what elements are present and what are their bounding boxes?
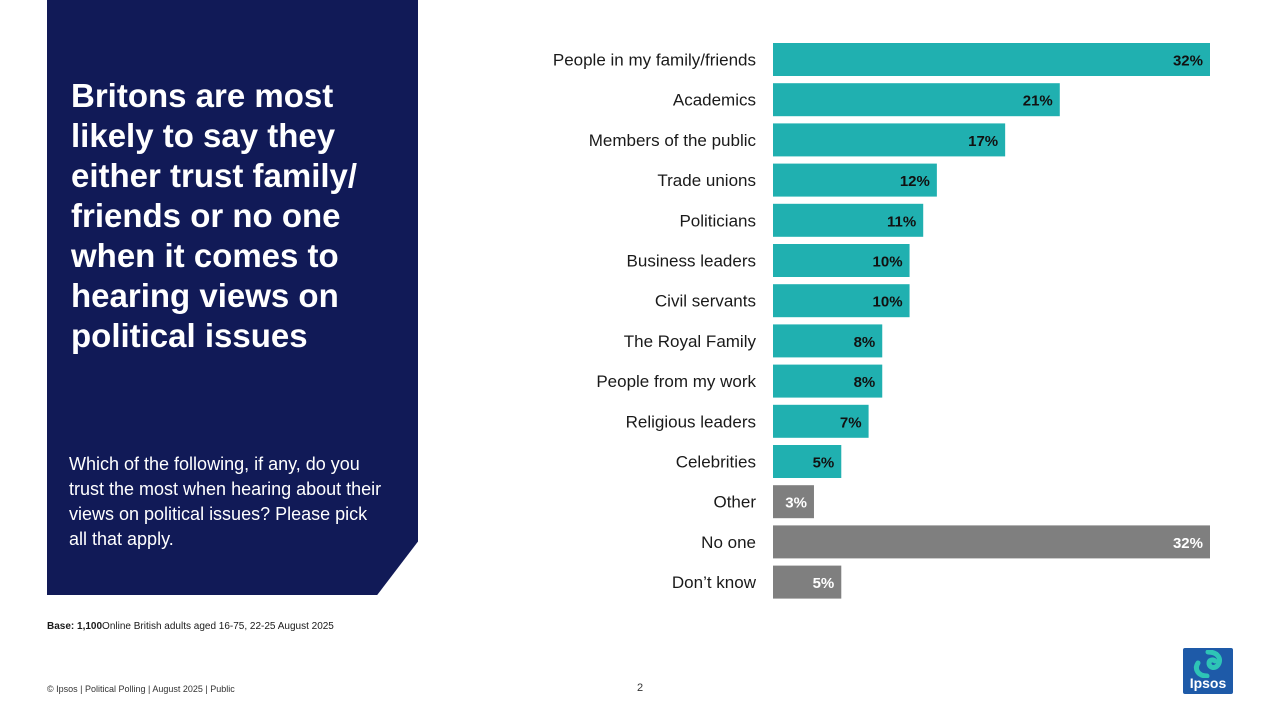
value-label: 17% [968, 133, 998, 150]
bar [773, 525, 1210, 559]
value-label: 7% [840, 414, 862, 431]
category-label: Business leaders [627, 252, 756, 271]
value-label: 5% [813, 575, 835, 592]
value-label: 21% [1023, 93, 1053, 110]
bar [773, 565, 842, 599]
value-label: 12% [900, 173, 930, 190]
bar [773, 203, 924, 237]
value-label: 11% [887, 213, 916, 230]
bar [773, 123, 1006, 157]
value-label: 32% [1173, 53, 1203, 70]
base-text: Online British adults aged 16-75, 22-25 … [102, 621, 334, 632]
footer-text: © Ipsos | Political Polling | August 202… [47, 684, 235, 694]
value-label: 3% [785, 495, 807, 512]
value-label: 5% [813, 455, 835, 472]
category-label: Religious leaders [626, 412, 756, 431]
bar [773, 404, 869, 438]
category-label: Celebrities [676, 453, 756, 472]
category-label: Members of the public [589, 131, 757, 150]
page-number: 2 [637, 682, 644, 694]
bar [773, 284, 910, 318]
value-label: 8% [854, 334, 876, 351]
category-label: No one [701, 533, 756, 552]
slide-title: Britons are most likely to say they eith… [71, 77, 358, 354]
ipsos-logo: Ipsos [1183, 648, 1233, 694]
bar-chart: People in my family/friends 32% Academics 2… [553, 43, 1210, 599]
category-label: People in my family/friends [553, 51, 756, 70]
bar [773, 445, 842, 478]
category-label: Academics [673, 91, 756, 110]
bar [773, 163, 937, 197]
category-label: Other [713, 493, 756, 512]
value-label: 32% [1173, 535, 1203, 552]
survey-question: Which of the following, if any, do you t… [69, 454, 382, 549]
base-note: Base: 1,100Online British adults aged 16… [47, 621, 334, 632]
bar [773, 324, 883, 358]
base-label: Base: 1,100 [47, 621, 103, 632]
category-label: People from my work [596, 372, 756, 391]
category-label: Civil servants [655, 292, 756, 311]
value-label: 10% [873, 254, 903, 271]
value-label: 10% [873, 294, 903, 311]
bar [773, 364, 883, 398]
title-panel: Britons are most likely to say they eith… [47, 0, 418, 595]
category-label: Politicians [679, 211, 756, 230]
logo-swirl-icon [1193, 650, 1223, 678]
bar [773, 244, 910, 277]
value-label: 8% [854, 374, 876, 391]
logo-text: Ipsos [1189, 675, 1227, 691]
category-label: Don’t know [672, 573, 757, 592]
category-label: Trade unions [657, 171, 756, 190]
bar [773, 485, 814, 519]
bar [773, 83, 1060, 117]
bar [773, 43, 1210, 76]
category-label: The Royal Family [624, 332, 757, 351]
